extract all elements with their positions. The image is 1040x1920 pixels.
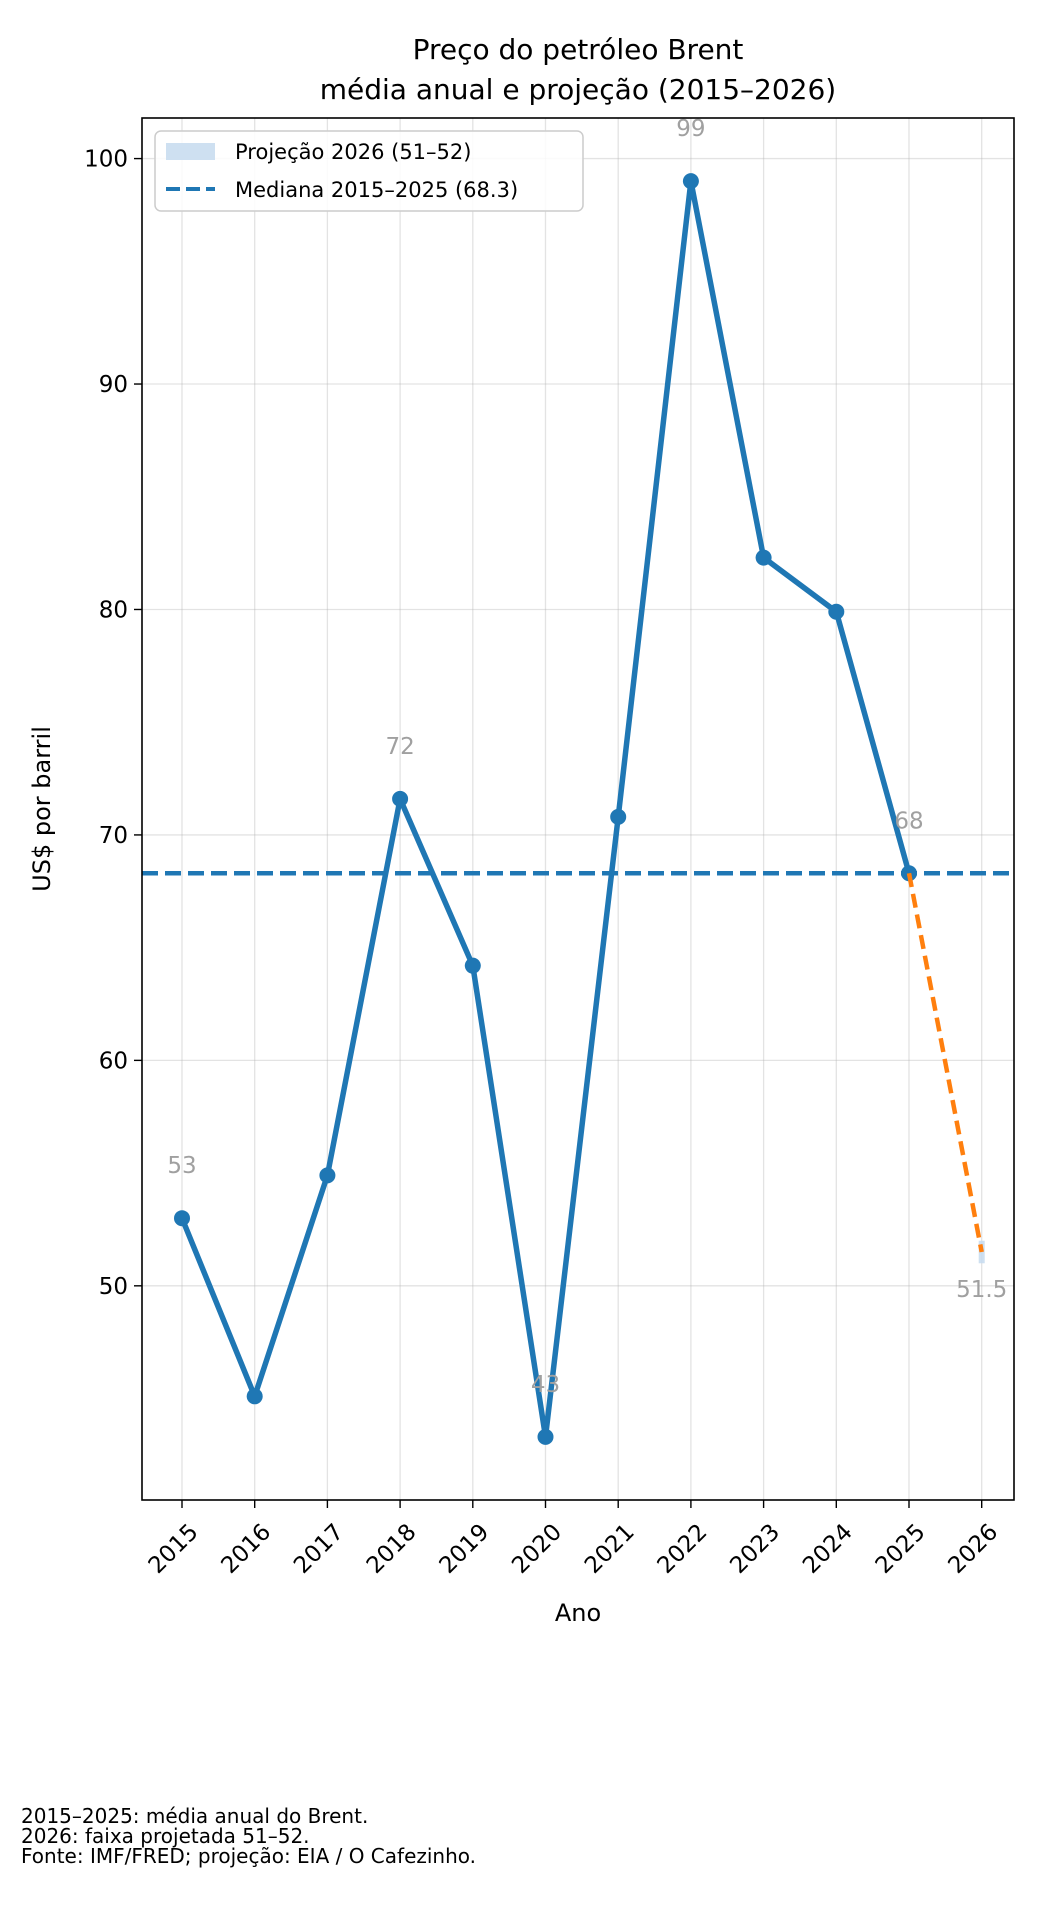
y-tick-label: 50 bbox=[99, 1274, 128, 1300]
x-tick-label: 2015 bbox=[144, 1519, 204, 1579]
y-tick-label: 90 bbox=[99, 372, 128, 398]
data-labels: 53 72 43 99 68 51.5 bbox=[167, 116, 1007, 1398]
legend-box bbox=[154, 130, 584, 212]
x-tick-label: 2024 bbox=[798, 1519, 858, 1579]
x-tick-label: 2016 bbox=[216, 1519, 276, 1579]
data-point bbox=[755, 549, 772, 566]
data-point bbox=[319, 1167, 336, 1184]
footnote: 2015–2025: média anual do Brent. 2026: f… bbox=[21, 1806, 476, 1866]
y-tick-label: 70 bbox=[99, 823, 128, 849]
data-point bbox=[246, 1388, 263, 1405]
data-label: 99 bbox=[676, 116, 705, 142]
x-tick-label: 2021 bbox=[580, 1519, 640, 1579]
plot-frame bbox=[141, 117, 1015, 1501]
x-tick-label: 2018 bbox=[362, 1519, 422, 1579]
footnote-line: 2026: faixa projetada 51–52. bbox=[21, 1824, 310, 1848]
footnote-line: Fonte: IMF/FRED; projeção: EIA / O Cafez… bbox=[21, 1844, 477, 1868]
y-axis-label: US$ por barril bbox=[28, 726, 56, 892]
y-tick-label: 60 bbox=[99, 1048, 128, 1074]
data-label: 72 bbox=[385, 734, 414, 760]
x-tick-label: 2022 bbox=[653, 1519, 713, 1579]
footnote-line: 2015–2025: média anual do Brent. bbox=[21, 1804, 369, 1828]
x-tick-label: 2025 bbox=[871, 1519, 931, 1579]
x-tick-label: 2020 bbox=[507, 1519, 567, 1579]
y-tick-label: 80 bbox=[99, 597, 128, 623]
x-tick-label: 2026 bbox=[943, 1519, 1003, 1579]
data-label: 51.5 bbox=[956, 1277, 1007, 1303]
legend-projection-label: Projeção 2026 (51–52) bbox=[235, 140, 471, 164]
x-tick-label: 2019 bbox=[435, 1519, 495, 1579]
series-layer bbox=[174, 173, 984, 1445]
grid bbox=[142, 118, 1014, 1500]
data-point bbox=[174, 1210, 190, 1227]
projection-band-layer bbox=[978, 1240, 985, 1264]
data-point bbox=[828, 603, 845, 620]
data-label: 53 bbox=[167, 1153, 196, 1179]
data-point bbox=[682, 173, 699, 190]
legend-projection-swatch bbox=[166, 143, 215, 160]
y-tick-label: 100 bbox=[84, 147, 128, 173]
data-point bbox=[464, 957, 481, 974]
x-tick-label: 2023 bbox=[725, 1519, 785, 1579]
data-point bbox=[537, 1428, 554, 1445]
x-axis-label: Ano bbox=[555, 1599, 601, 1627]
data-point bbox=[392, 790, 409, 807]
chart-title: Preço do petróleo Brent bbox=[413, 33, 744, 66]
chart-subtitle: média anual e projeção (2015–2026) bbox=[320, 73, 836, 106]
x-tick-label: 2017 bbox=[289, 1519, 349, 1579]
data-label: 43 bbox=[531, 1372, 560, 1398]
legend-median-label: Mediana 2015–2025 (68.3) bbox=[235, 178, 518, 202]
projection-line bbox=[906, 872, 984, 1253]
data-label: 68 bbox=[894, 808, 923, 834]
legend: Projeção 2026 (51–52) Mediana 2015–2025 … bbox=[154, 130, 584, 212]
projection-band bbox=[978, 1240, 985, 1264]
data-point bbox=[610, 808, 627, 825]
